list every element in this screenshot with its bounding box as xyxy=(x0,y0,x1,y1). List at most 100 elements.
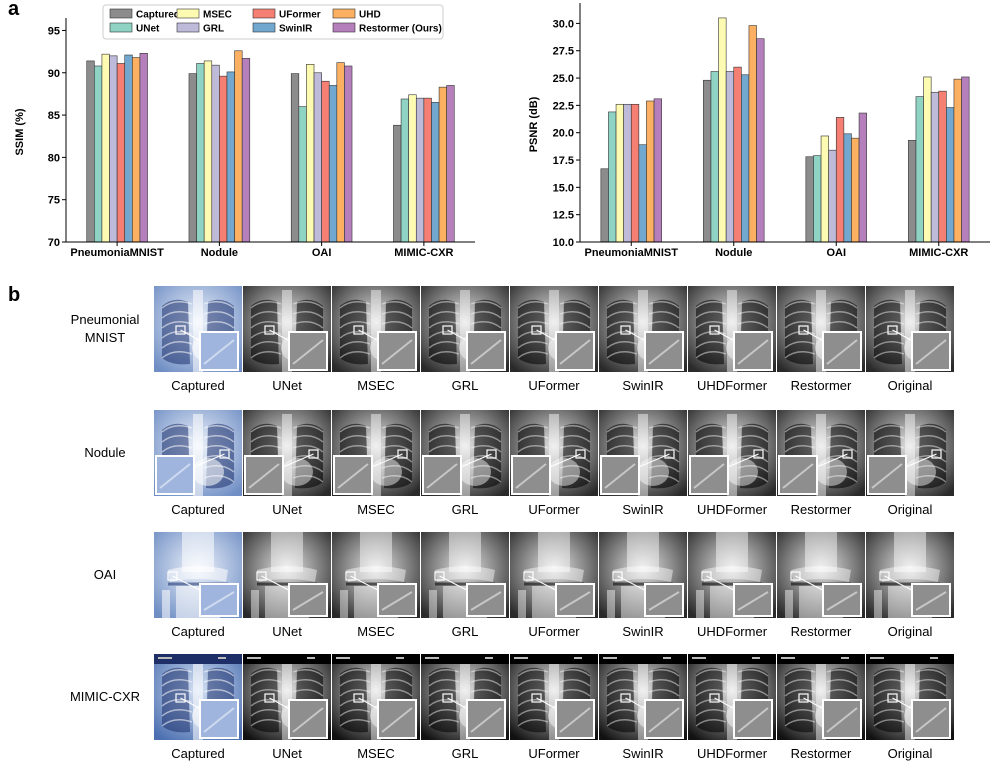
method-caption: UFormer xyxy=(528,746,580,761)
roi-box xyxy=(620,693,631,703)
rib xyxy=(250,679,282,687)
scan-header xyxy=(421,654,509,664)
rib xyxy=(339,445,371,453)
roi-box xyxy=(353,325,364,335)
rib xyxy=(695,719,727,727)
method-caption: UFormer xyxy=(528,502,580,517)
method-caption: Restormer xyxy=(790,378,852,393)
rib xyxy=(826,321,858,329)
rib xyxy=(339,435,371,443)
xray-thumbnail xyxy=(421,286,509,372)
rib xyxy=(517,435,549,443)
method-caption: Original xyxy=(887,624,933,639)
spine xyxy=(371,658,381,740)
psnr-bar-chart: 10.0 12.5 15.0 17.5 20.0 22.5 25.0 27.5 30.0 Pneu… xyxy=(528,3,990,259)
header-text-mark xyxy=(218,657,226,659)
inset-detail xyxy=(559,339,591,365)
rib xyxy=(737,445,769,453)
roi-box xyxy=(442,325,453,335)
rib xyxy=(470,689,502,697)
rib xyxy=(648,465,680,473)
rib xyxy=(606,689,638,697)
method-caption: Restormer xyxy=(790,624,852,639)
rib xyxy=(873,311,905,319)
inset-detail xyxy=(248,463,280,489)
inset-detail xyxy=(915,707,947,733)
heart xyxy=(637,458,669,486)
y-tick-label: 25.0 xyxy=(553,73,574,85)
fibula xyxy=(162,590,170,618)
femur xyxy=(716,532,748,572)
rib xyxy=(292,311,324,319)
rib xyxy=(826,311,858,319)
rib xyxy=(648,689,680,697)
bar-mimic-cxr-4 xyxy=(938,90,947,243)
bar-pneumoniamnist-0 xyxy=(600,168,609,243)
method-caption: MSEC xyxy=(357,624,395,639)
xray-thumbnail xyxy=(866,286,954,372)
bar-mimic-cxr-2 xyxy=(408,94,417,243)
bar-nodule-2 xyxy=(203,60,213,243)
row-label: MIMIC-CXR xyxy=(60,688,150,706)
femur xyxy=(627,532,659,572)
method-caption: MSEC xyxy=(357,746,395,761)
y-axis-label: PSNR (dB) xyxy=(528,96,540,152)
bar-nodule-3 xyxy=(211,64,220,243)
rib xyxy=(873,425,905,433)
row-label: Nodule xyxy=(60,444,150,462)
rib xyxy=(559,445,591,453)
spine xyxy=(905,658,915,740)
rib xyxy=(648,679,680,687)
rib xyxy=(428,311,460,319)
bar-mimic-cxr-3 xyxy=(930,91,940,243)
header-text-mark xyxy=(247,657,261,659)
rib xyxy=(250,341,282,349)
bar-mimic-cxr-0 xyxy=(908,140,917,243)
rib xyxy=(648,445,680,453)
rib xyxy=(292,465,324,473)
rib xyxy=(161,351,193,359)
x-tick-label: Nodule xyxy=(201,247,238,259)
rib xyxy=(784,669,816,677)
inset-detail xyxy=(826,339,858,365)
bar-mimic-cxr-7 xyxy=(961,76,970,243)
spine xyxy=(816,658,826,740)
rib xyxy=(339,311,371,319)
inset-detail xyxy=(915,339,947,365)
legend-label: UNet xyxy=(136,24,160,35)
bar-nodule-0 xyxy=(703,79,712,243)
bar-mimic-cxr-1 xyxy=(400,98,409,243)
rib xyxy=(915,425,947,433)
x-tick-label: OAI xyxy=(312,247,332,259)
rib xyxy=(250,425,282,433)
y-tick-label: 95 xyxy=(48,25,60,37)
rib xyxy=(470,679,502,687)
xray-thumbnail xyxy=(688,286,776,372)
bar-pneumoniamnist-7 xyxy=(139,53,148,243)
rib xyxy=(737,425,769,433)
rib xyxy=(606,719,638,727)
scan-header xyxy=(599,654,687,664)
y-tick-label: 30.0 xyxy=(553,18,574,30)
xray-thumbnail xyxy=(243,410,331,496)
rib xyxy=(606,709,638,717)
xray-thumbnail xyxy=(154,654,242,740)
legend-swatch xyxy=(252,8,276,19)
rib xyxy=(559,679,591,687)
roi-box xyxy=(709,325,720,335)
rib xyxy=(784,301,816,309)
rib xyxy=(826,301,858,309)
rib xyxy=(915,689,947,697)
bar-mimic-cxr-7 xyxy=(446,85,455,243)
inset-detail xyxy=(915,591,947,611)
rib xyxy=(339,689,371,697)
roi-box xyxy=(442,693,453,703)
rib xyxy=(873,435,905,443)
roi-box xyxy=(175,325,186,335)
rib xyxy=(428,709,460,717)
method-caption: SwinIR xyxy=(622,746,664,761)
rib xyxy=(695,341,727,349)
rib xyxy=(873,679,905,687)
bar-nodule-6 xyxy=(234,50,243,243)
xray-thumbnail xyxy=(510,654,598,740)
